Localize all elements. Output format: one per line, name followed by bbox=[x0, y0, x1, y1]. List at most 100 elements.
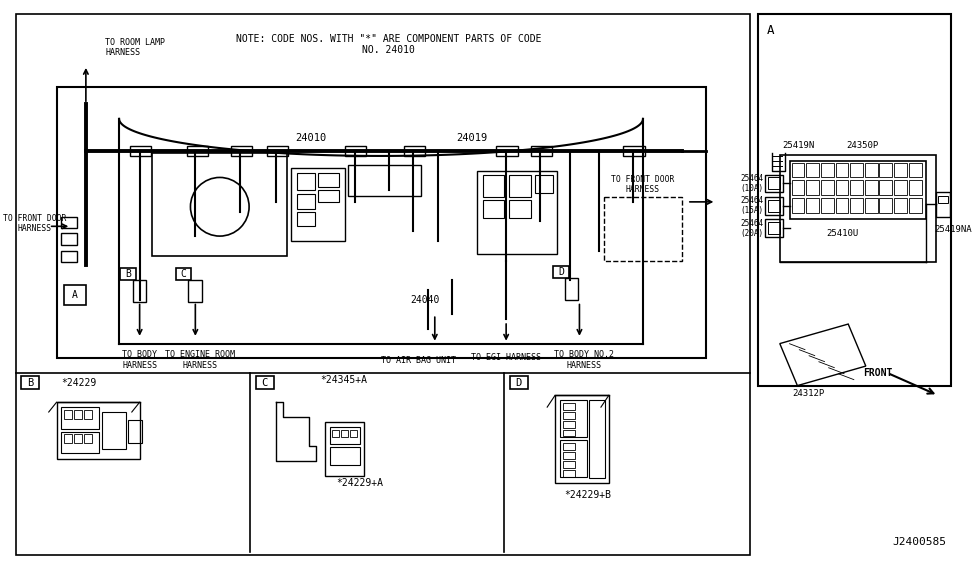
Text: D: D bbox=[516, 378, 522, 388]
Text: TO BODY NO.2
HARNESS: TO BODY NO.2 HARNESS bbox=[555, 350, 614, 370]
Bar bbox=[821, 198, 834, 213]
Bar bbox=[483, 175, 504, 197]
Bar bbox=[563, 421, 574, 428]
Bar bbox=[909, 198, 921, 213]
Text: TO ENGINE ROOM
HARNESS: TO ENGINE ROOM HARNESS bbox=[165, 350, 235, 370]
Bar bbox=[341, 430, 348, 438]
Bar bbox=[879, 198, 892, 213]
Bar bbox=[496, 146, 518, 156]
Bar bbox=[535, 175, 553, 193]
Bar bbox=[806, 163, 819, 178]
Bar bbox=[909, 163, 921, 178]
Text: *24229+A: *24229+A bbox=[336, 478, 383, 488]
Bar bbox=[510, 376, 527, 388]
Bar bbox=[865, 163, 878, 178]
Bar bbox=[792, 198, 804, 213]
Bar bbox=[780, 155, 936, 263]
Bar bbox=[560, 440, 587, 478]
Bar bbox=[879, 163, 892, 178]
Bar bbox=[850, 181, 863, 195]
Text: 25419NA: 25419NA bbox=[934, 225, 972, 234]
Bar bbox=[563, 461, 574, 468]
Bar bbox=[879, 181, 892, 195]
Bar bbox=[938, 196, 948, 203]
Bar bbox=[102, 412, 126, 449]
Text: TO EGI HARNESS: TO EGI HARNESS bbox=[471, 353, 541, 362]
Bar bbox=[345, 146, 367, 156]
Bar bbox=[768, 200, 780, 212]
Text: TO FRONT DOOR
HARNESS: TO FRONT DOOR HARNESS bbox=[3, 214, 66, 233]
Bar bbox=[806, 181, 819, 195]
Text: 24312P: 24312P bbox=[793, 389, 825, 398]
Bar bbox=[563, 403, 574, 410]
Text: J2400585: J2400585 bbox=[892, 537, 946, 547]
Text: C: C bbox=[261, 378, 268, 388]
Bar bbox=[836, 181, 848, 195]
Text: TO AIR BAG UNIT: TO AIR BAG UNIT bbox=[380, 357, 455, 365]
Bar bbox=[560, 400, 587, 438]
Bar bbox=[64, 435, 72, 443]
Bar bbox=[894, 181, 907, 195]
Text: TO BODY
HARNESS: TO BODY HARNESS bbox=[122, 350, 157, 370]
Bar bbox=[61, 407, 98, 428]
Bar bbox=[477, 170, 557, 254]
Bar bbox=[821, 181, 834, 195]
Bar bbox=[909, 181, 921, 195]
Bar bbox=[850, 163, 863, 178]
Bar bbox=[350, 430, 357, 438]
Bar bbox=[509, 200, 530, 217]
Text: 24040: 24040 bbox=[410, 294, 440, 305]
Bar bbox=[792, 181, 804, 195]
Text: 25419N: 25419N bbox=[783, 141, 815, 149]
Bar bbox=[120, 268, 136, 280]
Bar bbox=[188, 280, 202, 302]
Bar bbox=[623, 146, 644, 156]
Bar bbox=[936, 192, 950, 217]
Bar bbox=[768, 222, 780, 234]
Bar bbox=[84, 435, 92, 443]
Text: *24229+B: *24229+B bbox=[564, 490, 610, 500]
Bar bbox=[865, 198, 878, 213]
Bar bbox=[297, 212, 315, 226]
Text: 24350P: 24350P bbox=[846, 141, 878, 149]
Bar bbox=[759, 14, 951, 385]
Bar bbox=[21, 376, 39, 388]
Bar bbox=[255, 376, 274, 388]
Bar bbox=[865, 181, 878, 195]
Text: B: B bbox=[27, 378, 33, 388]
Bar bbox=[806, 198, 819, 213]
Bar bbox=[130, 146, 151, 156]
Bar bbox=[530, 146, 552, 156]
Bar bbox=[318, 173, 339, 187]
Bar bbox=[64, 285, 86, 305]
Bar bbox=[267, 146, 289, 156]
Text: TO FRONT DOOR
HARNESS: TO FRONT DOOR HARNESS bbox=[611, 174, 675, 194]
Bar bbox=[186, 146, 208, 156]
Bar bbox=[565, 278, 578, 299]
Bar bbox=[61, 217, 77, 228]
Bar bbox=[604, 197, 682, 260]
Bar bbox=[790, 161, 926, 220]
Text: NOTE: CODE NOS. WITH "*" ARE COMPONENT PARTS OF CODE
NO. 24010: NOTE: CODE NOS. WITH "*" ARE COMPONENT P… bbox=[236, 34, 541, 55]
Bar bbox=[230, 146, 252, 156]
Bar bbox=[563, 452, 574, 459]
Text: A: A bbox=[72, 290, 78, 300]
Text: B: B bbox=[125, 269, 131, 279]
Bar bbox=[128, 420, 141, 443]
Bar bbox=[331, 447, 360, 465]
Bar bbox=[563, 430, 574, 436]
Bar bbox=[821, 163, 834, 178]
Bar bbox=[768, 178, 780, 189]
Bar bbox=[348, 165, 421, 196]
Text: C: C bbox=[180, 269, 186, 279]
Text: 25410U: 25410U bbox=[827, 229, 859, 238]
Bar bbox=[16, 14, 751, 555]
Text: 24010: 24010 bbox=[295, 133, 327, 143]
Bar bbox=[176, 268, 191, 280]
Bar bbox=[509, 175, 530, 197]
Bar bbox=[563, 412, 574, 419]
Text: 25464
(10A): 25464 (10A) bbox=[740, 174, 763, 193]
Bar bbox=[61, 251, 77, 263]
Bar bbox=[61, 233, 77, 245]
Bar bbox=[894, 198, 907, 213]
